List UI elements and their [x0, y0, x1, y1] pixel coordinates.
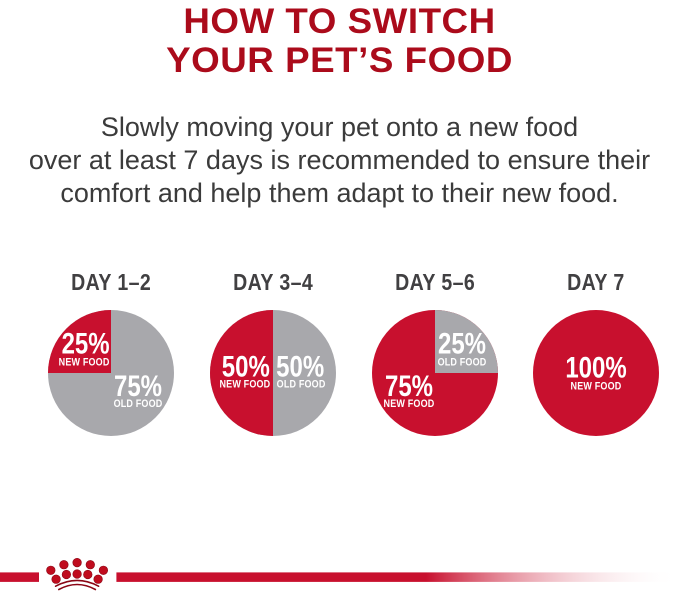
- svg-text:25%: 25%: [62, 326, 110, 360]
- svg-text:OLD FOOD: OLD FOOD: [114, 398, 163, 410]
- svg-text:OLD FOOD: OLD FOOD: [277, 379, 326, 391]
- svg-text:OLD FOOD: OLD FOOD: [438, 357, 487, 369]
- svg-text:NEW FOOD: NEW FOOD: [219, 379, 270, 391]
- svg-text:NEW FOOD: NEW FOOD: [59, 357, 110, 369]
- svg-text:100%: 100%: [565, 350, 626, 384]
- svg-text:75%: 75%: [385, 368, 433, 402]
- svg-text:75%: 75%: [114, 368, 162, 402]
- svg-text:NEW FOOD: NEW FOOD: [384, 398, 435, 410]
- svg-text:25%: 25%: [438, 326, 486, 360]
- svg-text:NEW FOOD: NEW FOOD: [571, 381, 622, 393]
- svg-text:50%: 50%: [222, 349, 270, 383]
- svg-text:50%: 50%: [276, 349, 324, 383]
